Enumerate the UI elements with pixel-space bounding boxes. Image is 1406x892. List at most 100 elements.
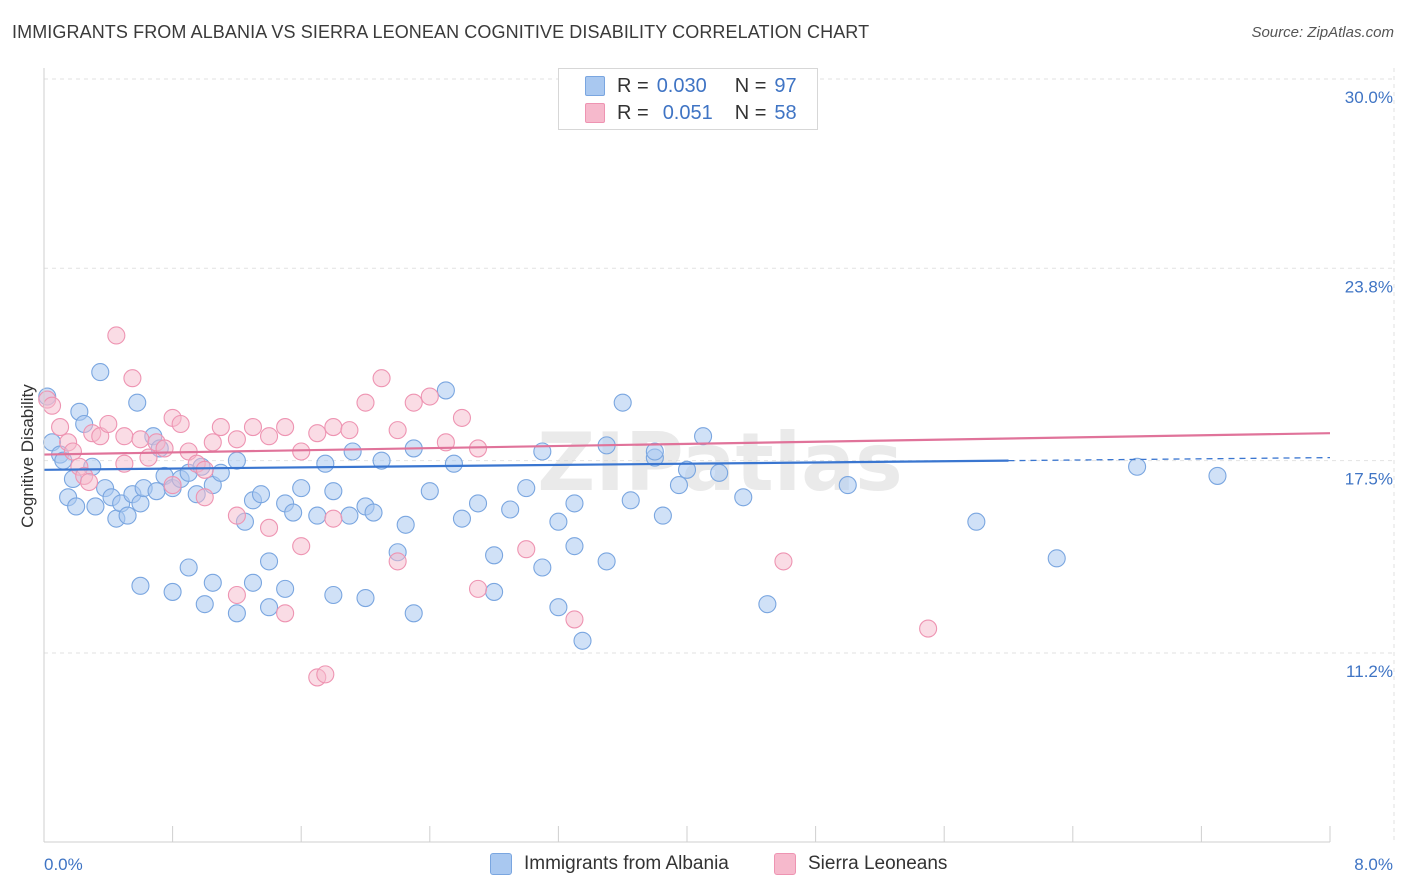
point-albania — [195, 595, 214, 614]
legend-row-sierra-leone: R = 0.051 N = 58 — [585, 100, 797, 126]
point-sierra-leone — [517, 540, 536, 559]
point-sierra-leone — [227, 585, 246, 605]
point-sierra-leone — [211, 418, 230, 437]
point-albania — [67, 497, 86, 516]
point-albania — [227, 604, 246, 623]
point-albania — [677, 460, 697, 479]
point-albania — [1047, 549, 1066, 568]
point-albania — [613, 393, 632, 412]
point-albania — [343, 442, 362, 461]
point-albania — [420, 482, 439, 501]
point-sierra-leone — [99, 414, 118, 434]
point-albania — [131, 576, 150, 595]
point-sierra-leone — [292, 537, 311, 556]
point-albania — [621, 491, 640, 510]
point-sierra-leone — [51, 418, 70, 437]
point-albania — [276, 579, 295, 598]
trend-line-albania-extrapolated — [1008, 456, 1331, 462]
point-albania — [549, 598, 568, 617]
point-albania — [259, 552, 279, 571]
point-albania — [163, 582, 182, 601]
point-albania — [565, 537, 584, 556]
trend-lines — [43, 432, 1331, 471]
point-albania — [734, 488, 753, 507]
point-sierra-leone — [340, 421, 359, 440]
point-albania — [364, 503, 383, 522]
point-albania — [396, 515, 415, 534]
y-tick-label: 30.0% — [1345, 88, 1393, 107]
point-albania — [485, 546, 504, 565]
point-albania — [147, 482, 166, 501]
point-sierra-leone — [276, 604, 295, 623]
point-sierra-leone — [276, 418, 295, 437]
point-sierra-leone — [420, 387, 439, 406]
correlation-legend: R = 0.030 N = 97 R = 0.051 N = 58 — [558, 68, 818, 130]
trend-line-sierra-leone — [43, 432, 1331, 456]
point-sierra-leone — [131, 430, 150, 449]
point-sierra-leone — [452, 408, 472, 427]
point-albania — [324, 585, 343, 605]
point-sierra-leone — [356, 393, 375, 412]
point-albania — [251, 485, 271, 504]
series-albania-points — [38, 363, 1227, 650]
point-sierra-leone — [324, 509, 343, 528]
legend-swatch-pink — [585, 103, 605, 123]
bottom-legend-swatch-blue — [490, 853, 512, 875]
point-albania — [573, 631, 592, 650]
point-albania — [452, 509, 472, 528]
legend-r-key: R = — [617, 74, 649, 97]
point-albania — [316, 454, 335, 473]
point-albania — [1128, 457, 1147, 476]
point-albania — [118, 506, 137, 525]
legend-n-key: N = — [734, 74, 767, 97]
point-sierra-leone — [468, 579, 488, 598]
y-tick-label: 23.8% — [1345, 277, 1393, 296]
point-albania — [324, 482, 343, 501]
point-albania — [404, 604, 423, 623]
point-sierra-leone — [308, 424, 327, 443]
point-albania — [308, 506, 327, 525]
point-sierra-leone — [195, 460, 214, 479]
source-label: Source: ZipAtlas.com — [1251, 24, 1394, 41]
point-sierra-leone — [259, 518, 279, 537]
point-sierra-leone — [774, 552, 793, 571]
legend-n-value: 97 — [774, 74, 797, 97]
point-albania — [468, 494, 488, 513]
point-albania — [203, 573, 222, 592]
point-albania — [86, 497, 105, 516]
point-albania — [1208, 466, 1227, 485]
x-tick-label: 8.0% — [1354, 855, 1393, 874]
point-albania — [485, 582, 504, 601]
point-albania — [211, 463, 230, 482]
point-albania — [758, 595, 777, 614]
point-albania — [710, 463, 729, 482]
point-sierra-leone — [123, 369, 142, 388]
point-albania — [565, 494, 584, 513]
point-sierra-leone — [115, 427, 134, 446]
point-albania — [694, 427, 713, 446]
point-albania — [967, 512, 986, 531]
point-sierra-leone — [919, 619, 938, 638]
legend-n-key: N = — [734, 101, 767, 124]
point-sierra-leone — [292, 442, 311, 461]
point-sierra-leone — [171, 414, 190, 434]
point-albania — [340, 506, 359, 525]
y-tick-label: 17.5% — [1345, 470, 1393, 489]
point-sierra-leone — [565, 610, 584, 629]
y-tick-label: 11.2% — [1346, 662, 1393, 681]
point-sierra-leone — [107, 326, 126, 345]
point-sierra-leone — [388, 421, 407, 440]
legend-r-key: R = — [617, 101, 649, 124]
point-albania — [517, 479, 536, 498]
point-albania — [669, 476, 689, 495]
point-sierra-leone — [163, 476, 182, 495]
point-albania — [259, 598, 279, 617]
point-albania — [179, 558, 198, 577]
point-sierra-leone — [227, 506, 246, 525]
x-tick-label: 0.0% — [44, 855, 83, 874]
bottom-legend-sierra-leone: Sierra Leoneans — [774, 851, 947, 877]
point-albania — [653, 506, 672, 525]
point-albania — [227, 451, 246, 470]
point-sierra-leone — [195, 488, 214, 507]
point-albania — [292, 479, 311, 498]
